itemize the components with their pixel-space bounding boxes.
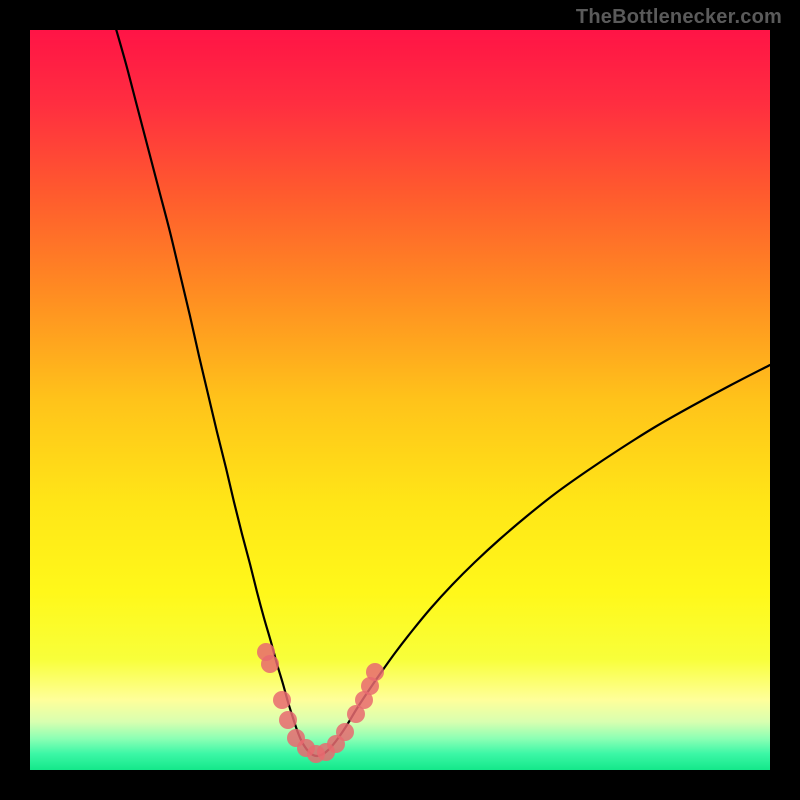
plot-area xyxy=(30,30,770,770)
watermark-text: TheBottlenecker.com xyxy=(576,6,782,29)
marker-group xyxy=(257,643,384,763)
data-marker xyxy=(366,663,384,681)
bottleneck-curve xyxy=(114,30,770,756)
canvas-root: TheBottlenecker.com xyxy=(0,0,800,800)
data-marker xyxy=(279,711,297,729)
data-marker xyxy=(261,655,279,673)
curve-layer xyxy=(30,30,770,770)
data-marker xyxy=(336,723,354,741)
data-marker xyxy=(273,691,291,709)
